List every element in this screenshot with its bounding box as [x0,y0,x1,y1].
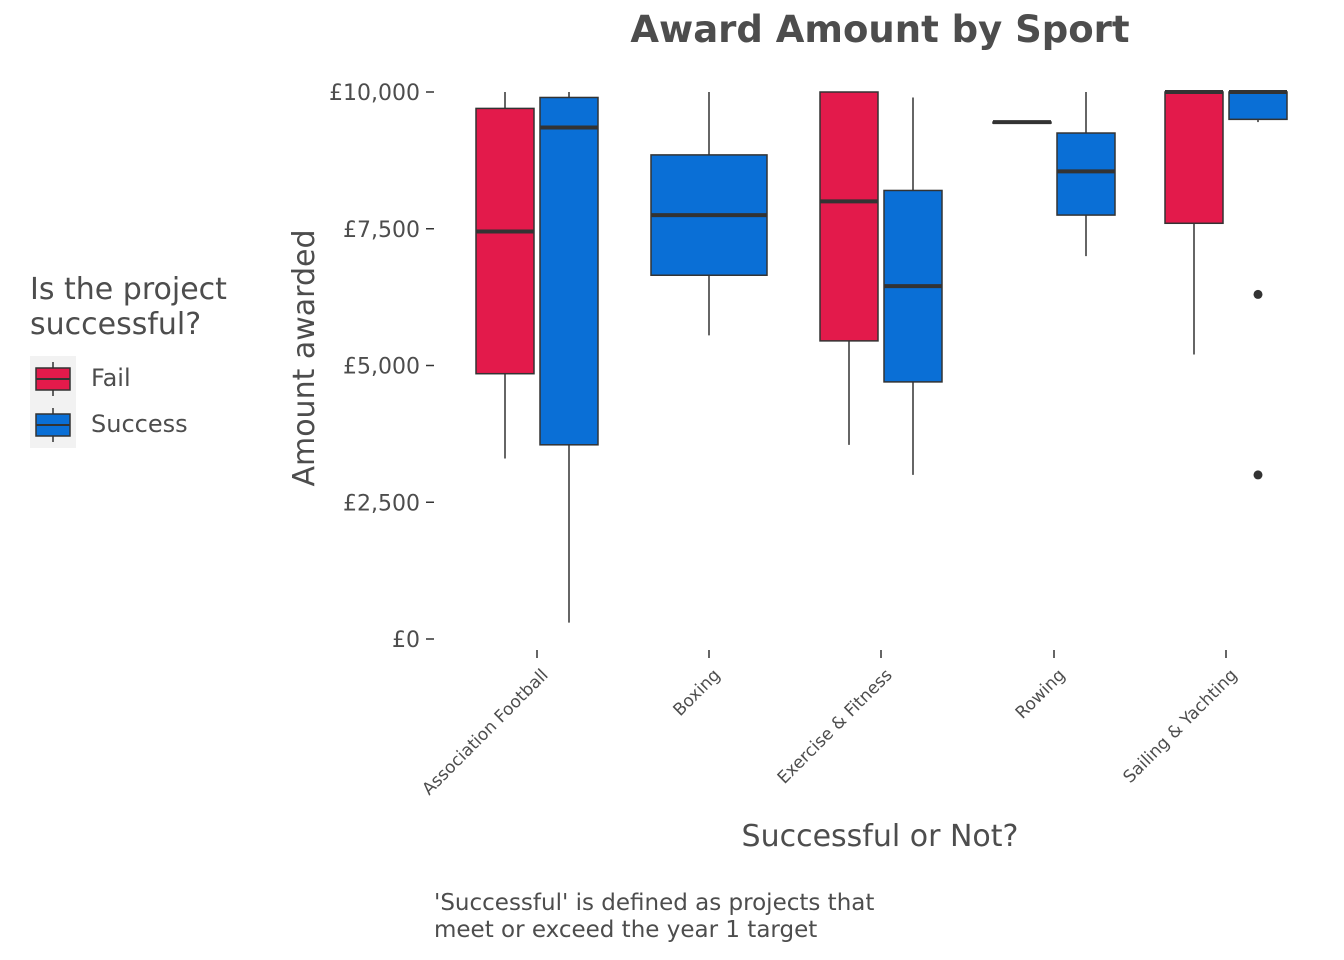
legend: Is the project successful? Fail Success [30,272,290,448]
y-tick-label-2: £5,000 [343,355,420,380]
box-success-sailing-yachting [1228,90,1288,480]
legend-label-fail: Fail [91,364,131,392]
box-success-rowing [1056,92,1116,257]
outlier-point [1253,289,1263,299]
legend-entry-success: Success [30,402,188,448]
box-fail-association-football [475,92,535,459]
box-body [1228,91,1288,121]
legend-key-fail [35,362,71,396]
x-tick-label-0: Association Football [419,665,553,799]
y-axis-title: Amount awarded [287,229,322,486]
outlier-point [1253,470,1263,480]
x-tick-label-2: Exercise & Fitness [774,665,897,788]
box-body [1056,132,1116,216]
y-tick-label-3: £7,500 [343,218,420,243]
y-tick-label-0: £0 [392,628,420,653]
x-tick-label-1: Boxing [669,665,724,720]
x-tick-label-4: Sailing & Yachting [1120,665,1242,787]
x-tick-label-3: Rowing [1012,665,1070,723]
y-tick-label-1: £2,500 [343,491,420,516]
x-axis-title: Successful or Not? [742,819,1019,854]
box-success-boxing [650,92,768,336]
caption: 'Successful' is defined as projects that… [434,890,874,944]
box-fail-sailing-yachting [1164,90,1224,355]
box-fail-rowing [992,120,1052,125]
box-body [819,91,879,342]
chart-title: Award Amount by Sport [630,8,1129,51]
legend-items: Fail Success [30,356,188,448]
legend-key-success [35,408,71,442]
box-fail-exercise-fitness [819,91,879,445]
x-axis: Association Football Boxing Exercise & Fit… [419,650,1242,799]
box-body [539,96,599,446]
box-body [475,107,535,375]
box-success-association-football [539,92,599,623]
caption-line-1: 'Successful' is defined as projects that [434,890,875,916]
legend-label-success: Success [91,410,188,438]
legend-title: Is the project successful? [30,272,227,342]
box-body [1164,91,1224,225]
plot-area [475,90,1288,623]
y-axis: £0 £2,500 £5,000 £7,500 £10,000 [329,81,434,653]
y-tick-label-4: £10,000 [329,81,420,106]
caption-line-2: meet or exceed the year 1 target [434,917,818,943]
legend-entry-fail: Fail [30,356,131,402]
box-success-exercise-fitness [883,97,943,475]
